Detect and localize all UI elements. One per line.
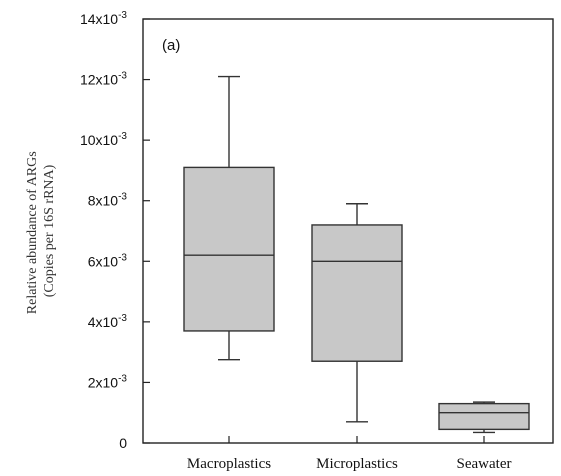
y-tick-label: 10x10-3 [80,131,127,148]
y-tick-label: 8x10-3 [88,192,128,209]
y-tick-label: 4x10-3 [88,313,128,330]
y-tick-label: 6x10-3 [88,252,128,269]
y-tick-label: 0 [119,435,127,451]
iqr-box [183,166,275,332]
x-category-label: Seawater [457,456,512,472]
y-axis-label-line1: Relative abundance of ARGs [25,151,40,314]
x-category-label: Macroplastics [187,456,271,472]
x-axis-labels: Macroplastics Microplastics Seawater [187,436,512,472]
box-microplastics [311,203,403,423]
y-axis-ticks: 0 2x10-3 4x10-3 6x10-3 8x10-3 10x10-3 12x10-3 1… [80,10,150,451]
iqr-box [311,224,403,362]
y-tick-label: 12x10-3 [80,71,127,88]
panel-label: (a) [162,37,180,54]
y-tick-label: 14x10-3 [80,10,127,27]
y-tick-label: 2x10-3 [88,373,128,390]
boxes-group [183,75,530,434]
y-axis-label: Relative abundance of ARGs (Copies per 1… [25,148,57,314]
x-category-label: Microplastics [316,456,398,472]
iqr-box [438,402,530,431]
y-axis-label-line2: (Copies per 16S rRNA) [42,164,57,297]
box-seawater [438,401,530,434]
box-macroplastics [183,75,275,361]
plot-frame [142,18,554,444]
